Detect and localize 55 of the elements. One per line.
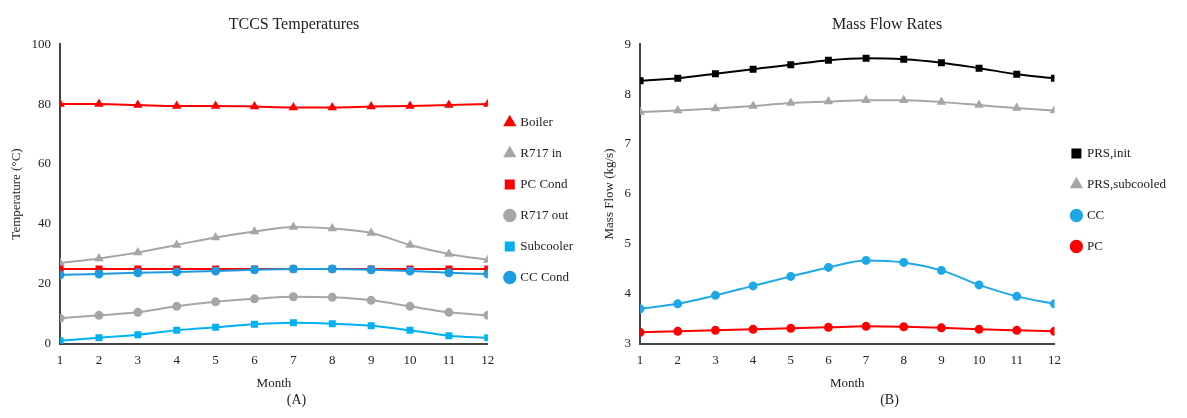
x-tick-label: 7 <box>290 352 298 368</box>
x-tick-label: 11 <box>442 352 456 368</box>
x-tick-label: 4 <box>173 352 181 368</box>
legend-label: Boiler <box>520 113 554 129</box>
x-tick-label: 1 <box>56 352 64 368</box>
legend-label: CC <box>1086 206 1105 222</box>
y-axis-title: Mass Flow (kg/s) <box>601 148 617 240</box>
legend-label: PC <box>1086 237 1103 253</box>
x-tick-label: 12 <box>1047 352 1061 368</box>
text: (A) <box>285 392 308 408</box>
text: (B) <box>879 392 900 408</box>
x-tick-label: 6 <box>825 352 833 368</box>
x-tick-label: 6 <box>251 352 259 368</box>
x-tick-label: 9 <box>938 352 945 368</box>
x-axis-title: Month <box>256 374 292 390</box>
legend-label: PRS,init <box>1086 144 1132 160</box>
x-tick-label: 1 <box>636 352 644 368</box>
y-tick-label: 0 <box>44 335 52 351</box>
x-tick-label: 5 <box>787 352 795 368</box>
x-tick-label: 4 <box>749 352 757 368</box>
y-tick-label: 4 <box>624 285 632 301</box>
x-tick-label: 12 <box>481 352 495 368</box>
x-tick-label: 9 <box>367 352 375 368</box>
x-tick-label: 11 <box>1010 352 1024 368</box>
legend-label: PRS,subcooled <box>1086 175 1167 191</box>
legend-label: PC Cond <box>520 175 569 191</box>
y-tick-label: 6 <box>624 185 632 201</box>
x-tick-label: 7 <box>862 352 870 368</box>
legend-label: R717 out <box>520 206 569 222</box>
y-tick-label: 20 <box>38 275 52 291</box>
y-tick-label: 40 <box>38 215 52 231</box>
chart-title: TCCS Temperatures <box>228 14 360 33</box>
x-axis-title: Month <box>829 374 866 390</box>
x-tick-label: 2 <box>95 352 103 368</box>
y-tick-label: 80 <box>38 95 52 111</box>
y-tick-label: 100 <box>31 35 52 51</box>
x-tick-label: 3 <box>712 352 719 368</box>
y-tick-label: 8 <box>624 85 632 101</box>
x-tick-label: 8 <box>329 352 336 368</box>
x-tick-label: 5 <box>212 352 219 368</box>
y-tick-label: 7 <box>624 135 632 151</box>
y-tick-label: 3 <box>624 335 632 351</box>
y-axis-title: Temperature (°C) <box>8 148 24 240</box>
legend-label: CC Cond <box>520 268 570 284</box>
x-tick-label: 3 <box>134 352 142 368</box>
legend-label: Subcooler <box>520 237 574 253</box>
x-tick-label: 10 <box>972 352 986 368</box>
x-tick-label: 10 <box>403 352 417 368</box>
legend-label: R717 in <box>520 144 563 160</box>
y-tick-label: 5 <box>624 235 632 251</box>
x-tick-label: 2 <box>674 352 682 368</box>
chart-title: Mass Flow Rates <box>831 14 943 32</box>
y-tick-label: 60 <box>38 155 52 171</box>
x-tick-label: 8 <box>900 352 907 368</box>
y-tick-label: 9 <box>624 35 632 51</box>
